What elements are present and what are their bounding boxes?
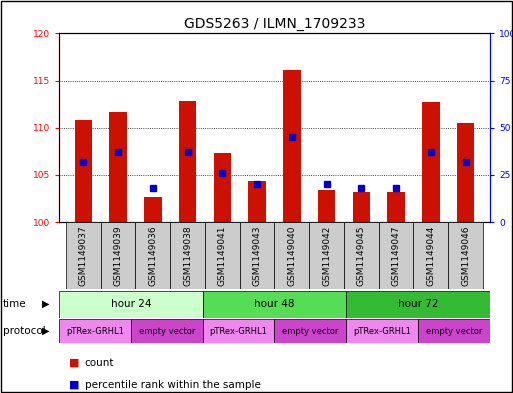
Bar — [283, 70, 301, 222]
FancyBboxPatch shape — [346, 291, 490, 318]
FancyBboxPatch shape — [131, 319, 203, 343]
Bar — [179, 101, 196, 222]
FancyBboxPatch shape — [170, 222, 205, 289]
Text: GSM1149039: GSM1149039 — [113, 225, 123, 286]
Text: percentile rank within the sample: percentile rank within the sample — [85, 380, 261, 390]
Text: hour 24: hour 24 — [111, 299, 151, 309]
FancyBboxPatch shape — [59, 291, 203, 318]
FancyBboxPatch shape — [205, 222, 240, 289]
Text: ■: ■ — [69, 358, 80, 368]
FancyBboxPatch shape — [135, 222, 170, 289]
FancyBboxPatch shape — [309, 222, 344, 289]
Bar — [352, 192, 370, 222]
Title: GDS5263 / ILMN_1709233: GDS5263 / ILMN_1709233 — [184, 17, 365, 31]
FancyBboxPatch shape — [240, 222, 274, 289]
FancyBboxPatch shape — [344, 222, 379, 289]
Bar — [318, 190, 336, 222]
Text: GSM1149047: GSM1149047 — [391, 225, 401, 286]
FancyBboxPatch shape — [418, 319, 490, 343]
Text: empty vector: empty vector — [426, 327, 482, 336]
FancyBboxPatch shape — [448, 222, 483, 289]
Bar — [248, 182, 266, 222]
Text: GSM1149043: GSM1149043 — [252, 225, 262, 286]
Bar — [74, 120, 92, 222]
Text: ▶: ▶ — [43, 326, 50, 336]
Text: GSM1149044: GSM1149044 — [426, 225, 436, 286]
Text: pTRex-GRHL1: pTRex-GRHL1 — [66, 327, 124, 336]
Bar — [144, 196, 162, 222]
Text: GSM1149036: GSM1149036 — [148, 225, 157, 286]
Text: empty vector: empty vector — [139, 327, 195, 336]
Text: empty vector: empty vector — [282, 327, 339, 336]
Bar — [109, 112, 127, 222]
Text: pTRex-GRHL1: pTRex-GRHL1 — [353, 327, 411, 336]
Bar — [422, 102, 440, 222]
Text: ▶: ▶ — [43, 299, 50, 309]
Text: time: time — [3, 299, 26, 309]
Text: protocol: protocol — [3, 326, 45, 336]
Text: GSM1149042: GSM1149042 — [322, 225, 331, 286]
Text: GSM1149037: GSM1149037 — [79, 225, 88, 286]
Text: GSM1149045: GSM1149045 — [357, 225, 366, 286]
Bar — [387, 192, 405, 222]
FancyBboxPatch shape — [413, 222, 448, 289]
Bar — [457, 123, 475, 222]
Bar — [213, 153, 231, 222]
Text: pTRex-GRHL1: pTRex-GRHL1 — [210, 327, 267, 336]
FancyBboxPatch shape — [274, 222, 309, 289]
Text: hour 48: hour 48 — [254, 299, 294, 309]
FancyBboxPatch shape — [203, 319, 274, 343]
Text: GSM1149041: GSM1149041 — [218, 225, 227, 286]
Text: hour 72: hour 72 — [398, 299, 438, 309]
FancyBboxPatch shape — [101, 222, 135, 289]
FancyBboxPatch shape — [59, 319, 131, 343]
FancyBboxPatch shape — [66, 222, 101, 289]
Text: count: count — [85, 358, 114, 368]
Text: GSM1149038: GSM1149038 — [183, 225, 192, 286]
FancyBboxPatch shape — [379, 222, 413, 289]
Text: ■: ■ — [69, 380, 80, 390]
Text: GSM1149040: GSM1149040 — [287, 225, 297, 286]
FancyBboxPatch shape — [274, 319, 346, 343]
Text: GSM1149046: GSM1149046 — [461, 225, 470, 286]
FancyBboxPatch shape — [346, 319, 418, 343]
FancyBboxPatch shape — [203, 291, 346, 318]
